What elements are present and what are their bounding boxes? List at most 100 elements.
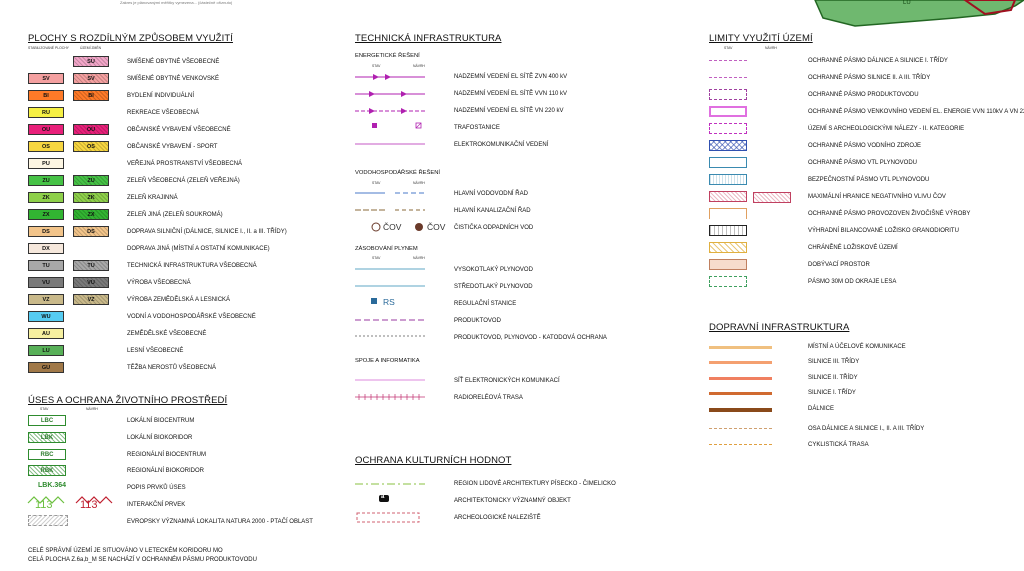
plocha-zmena-box: ZX [73,209,109,220]
energ-symbols [355,74,425,145]
doprava-line-symbol [709,444,772,445]
uses-label: REGIONÁLNÍ BIOKORIDOR [127,468,205,474]
limit-label: OCHRANNÉ PÁSMO VODNÍHO ZDROJE [808,143,922,149]
plocha-label: VEŘEJNÁ PROSTRANSTVÍ VŠEOBECNÁ [127,161,243,167]
limity-title: LIMITY VYUŽITÍ ÚZEMÍ [709,33,813,44]
limit-symbol [709,89,747,100]
plocha-stav-box: DS [28,226,64,237]
plocha-stav-box: WU [28,311,64,322]
doprava-label: SILNICE III. TŘÍDY [808,359,860,365]
plocha-zmena-box: VZ [73,294,109,305]
plocha-stav-box: BI [28,90,64,101]
ti-plyn-col-stav: STAV [372,256,381,260]
limit-symbol [709,208,747,219]
plocha-zmena-box: BI [73,90,109,101]
limit-symbol [709,72,747,78]
plocha-stav-box: GU [28,362,64,373]
ti-energ-label: NADZEMNÍ VEDENÍ EL SÍTĚ VVN 110 kV [454,91,568,97]
ti-voda-label: HLAVNÍ VODOVODNÍ ŘAD [454,191,528,197]
ti-plyn-label: VYSOKOTLAKÝ PLYNOVOD [454,267,533,273]
ti-spoje-label: RADIORELÉOVÁ TRASA [454,395,523,401]
uses-label: LOKÁLNÍ BIOKORIDOR [127,435,193,441]
limit-symbol [709,276,747,287]
plocha-label: VÝROBA ZEMĚDĚLSKÁ A LESNICKÁ [127,297,231,303]
cov-navrh-label: ČOV [427,222,446,232]
kultura-label: ARCHEOLOGICKÉ NALEZIŠTĚ [454,515,541,521]
plocha-zmena-box: SU [73,56,109,67]
plocha-zmena-box: TU [73,260,109,271]
doprava-line-symbol [709,408,772,412]
ti-plyn-col-navrh: NÁVRH [413,256,425,260]
voda-symbols [355,192,425,211]
plocha-stav-box: SV [28,73,64,84]
limit-label: OCHRANNÉ PÁSMO PRODUKTOVODU [808,92,919,98]
plocha-stav-box: VZ [28,294,64,305]
uses-col-navrh: NÁVRH [86,407,98,411]
plyn-symbols [355,268,425,337]
cov-navrh-icon [415,223,423,231]
ti-voda-label: HLAVNÍ KANALIZAČNÍ ŘAD [454,208,531,214]
plocha-stav-box: RU [28,107,64,118]
cov-stav-icon [371,222,381,232]
ti-voda-col-navrh: NÁVRH [413,181,425,185]
plochy-col-stab: STABILIZOVANÉ PLOCHY [28,46,69,50]
plocha-stav-box: DX [28,243,64,254]
doprava-line-symbol [709,428,772,429]
plocha-zmena-box: DS [73,226,109,237]
limit-label: VÝHRADNÍ BILANCOVANÉ LOŽISKO GRANODIORIT… [808,228,959,234]
cov-limit-navrh-symbol [753,192,791,203]
plocha-label: TĚŽBA NEROSTŮ VŠEOBECNÁ [127,365,217,371]
uses-col-stav: STAV [40,407,49,411]
top-note: Zakres je plánovanými měřítky vymezena..… [120,0,233,5]
limit-symbol [709,225,747,236]
plocha-stav-box: OU [28,124,64,135]
ti-col-stav: STAV [372,64,381,68]
limit-label: MAXIMÁLNÍ HRANICE NEGATIVNÍHO VLIVU ČOV [808,194,946,200]
map-fragment [814,0,1024,27]
natura-symbol [28,515,68,526]
plocha-zmena-box: OU [73,124,109,135]
limit-label: BEZPEČNOSTNÍ PÁSMO VTL PLYNOVODU [808,177,930,183]
uses-rbk-symbol: RBK [28,465,66,476]
limit-label: CHRÁNĚNÉ LOŽISKOVÉ ÚZEMÍ [808,245,898,251]
ti-spoje-label: SÍŤ ELEKTRONICKÝCH KOMUNIKACÍ [454,378,560,384]
kultura-label: REGION LIDOVÉ ARCHITEKTURY PÍSECKO - ČIM… [454,481,616,487]
interakcni-label-navrh: 113 [80,499,98,511]
limit-label: PÁSMO 30M OD OKRAJE LESA [808,279,897,285]
uses-label: POPIS PRVKŮ ÚSES [127,485,186,491]
limit-label: OCHRANNÉ PÁSMO VENKOVNÍHO VEDENÍ EL. ENE… [808,109,1024,115]
ti-spoje-title: SPOJE A INFORMATIKA [355,358,420,364]
doprava-title: DOPRAVNÍ INFRASTRUKTURA [709,322,850,333]
uses-lbk-symbol: LBK [28,432,66,443]
ti-energ-label: NADZEMNÍ VEDENÍ EL SÍTĚ ZVN 400 kV [454,74,568,80]
ti-energ-label: TRAFOSTANICE [454,125,500,131]
ti-energ-label: ELEKTROKOMUNIKAČNÍ VEDENÍ [454,142,549,148]
limit-symbol [709,259,747,270]
doprava-line-symbol [709,392,772,395]
plocha-stav-box: ZU [28,175,64,186]
limit-label: OCHRANNÉ PÁSMO DÁLNICE A SILNICE I. TŘÍD… [808,58,948,64]
plocha-label: SMÍŠENÉ OBYTNÉ VŠEOBECNÉ [127,59,220,65]
map-label: LU [903,0,911,6]
ti-energ-title: ENERGETICKÉ ŘEŠENÍ [355,53,420,59]
plochy-col-zmena: ÚZEMÍ ZMĚN [80,46,102,50]
uses-label: REGIONÁLNÍ BIOCENTRUM [127,452,207,458]
doprava-label: SILNICE I. TŘÍDY [808,390,856,396]
note-letecky-koridor: CELÉ SPRÁVNÍ ÚZEMÍ JE SITUOVÁNO V LETECK… [28,548,223,554]
plocha-zmena-box: SV [73,73,109,84]
plocha-zmena-box: ZK [73,192,109,203]
uses-label: INTERAKČNÍ PRVEK [127,502,186,508]
kultura-symbols [355,483,425,523]
uses-label: LOKÁLNÍ BIOCENTRUM [127,418,195,424]
limit-symbol [709,157,747,168]
limit-symbol [709,55,747,61]
plocha-stav-box: PU [28,158,64,169]
plocha-label: VODNÍ A VODOHOSPODÁŘSKÉ VŠEOBECNÉ [127,314,256,320]
ti-plyn-label: STŘEDOTLAKÝ PLYNOVOD [454,284,533,290]
doprava-label: MÍSTNÍ A ÚČELOVÉ KOMUNIKACE [808,344,906,350]
ti-plyn-label: REGULAČNÍ STANICE [454,301,517,307]
plocha-label: VÝROBA VŠEOBECNÁ [127,280,191,286]
limit-label: OCHRANNÉ PÁSMO SILNICE II. A III. TŘÍDY [808,75,931,81]
limity-col-stav: STAV [724,46,733,50]
kultura-obj-mark: a [381,494,385,500]
